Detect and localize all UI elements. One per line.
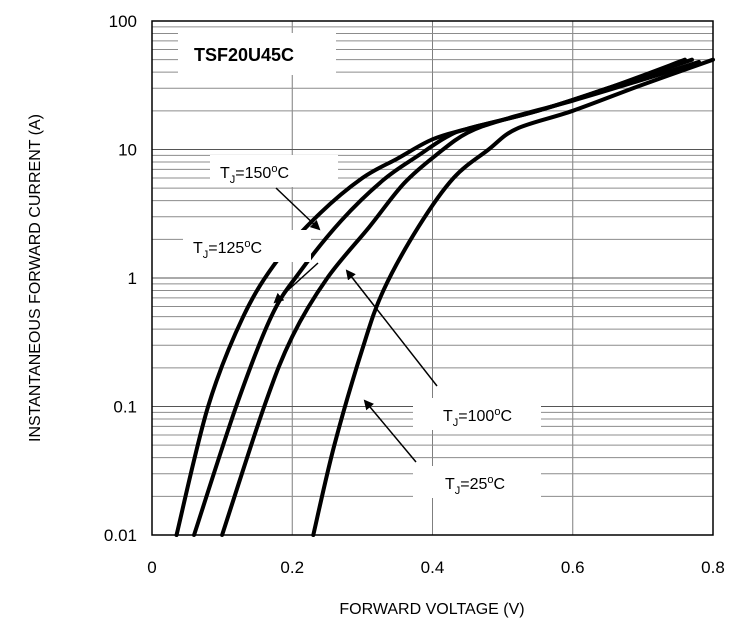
- series-label-2: TJ=100oC: [443, 406, 512, 429]
- x-tick-label: 0.4: [421, 558, 445, 577]
- series-line-3: [311, 57, 715, 537]
- y-tick-label: 10: [118, 141, 137, 160]
- x-tick-label: 0.8: [701, 558, 725, 577]
- y-tick-label: 1: [128, 269, 137, 288]
- label-arrow-0: [275, 187, 321, 231]
- label-box-2: [413, 398, 541, 430]
- series-label-0: TJ=150oC: [220, 163, 289, 186]
- label-box-1: [183, 230, 311, 262]
- chart-title: TSF20U45C: [194, 45, 294, 65]
- label-arrow-1: [273, 262, 319, 304]
- x-tick-label: 0.6: [561, 558, 585, 577]
- label-arrow-3: [363, 399, 417, 463]
- grid: [152, 21, 713, 535]
- y-tick-label: 0.1: [113, 398, 137, 417]
- x-tick-label: 0.2: [280, 558, 304, 577]
- curves: [174, 57, 715, 537]
- title-box: [178, 33, 336, 75]
- tick-labels: 0 0.2 0.4 0.6 0.8 0.01 0.1 1 10 100: [104, 12, 725, 577]
- label-arrow-2: [345, 269, 438, 387]
- y-tick-label: 100: [109, 12, 137, 31]
- series-label-1: TJ=125oC: [193, 238, 262, 261]
- series-line-2: [220, 59, 701, 537]
- annotations: TJ=150oC TJ=125oC TJ=100oC TJ=25oC: [183, 155, 541, 498]
- x-axis-label: FORWARD VOLTAGE (V): [339, 601, 524, 618]
- label-box-0: [210, 155, 338, 187]
- y-axis-label: INSTANTANEOUS FORWARD CURRENT (A): [27, 114, 44, 442]
- x-tick-label: 0: [147, 558, 156, 577]
- series-label-3: TJ=25oC: [445, 474, 505, 497]
- series-line-1: [192, 57, 694, 537]
- plot-frame: [151, 20, 714, 536]
- label-box-3: [413, 466, 541, 498]
- y-tick-label: 0.01: [104, 526, 137, 545]
- series-line-0: [174, 57, 687, 537]
